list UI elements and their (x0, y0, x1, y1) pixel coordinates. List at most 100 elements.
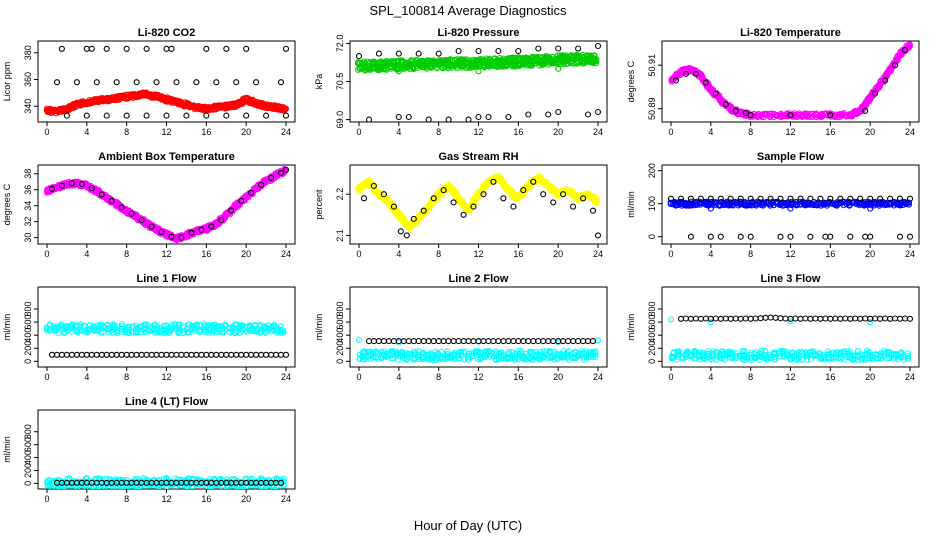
panel-title: Line 3 Flow (761, 273, 821, 285)
data-point (506, 353, 513, 360)
series-3 (355, 42, 602, 60)
data-point (258, 181, 265, 188)
data-point (729, 351, 736, 358)
data-point (511, 350, 519, 358)
data-point (445, 338, 452, 345)
series-4 (365, 108, 602, 122)
data-point (797, 195, 804, 202)
data-point (515, 47, 522, 55)
data-point (77, 327, 84, 334)
x-tick-label: 12 (785, 127, 795, 137)
data-point (450, 338, 457, 345)
data-point (749, 202, 756, 209)
data-point (554, 351, 561, 358)
data-point (173, 351, 180, 358)
data-point (593, 58, 600, 65)
panel-title: Sample Flow (757, 151, 825, 163)
data-point (397, 228, 404, 235)
data-point (594, 337, 602, 344)
data-point (675, 349, 682, 357)
data-point (198, 226, 205, 233)
data-point (113, 351, 120, 358)
x-tick-label: 20 (865, 249, 875, 259)
x-tick-label: 20 (865, 372, 875, 382)
data-point (783, 348, 791, 355)
data-point (143, 112, 150, 119)
data-point (148, 328, 155, 335)
x-tick-label: 8 (124, 127, 129, 137)
series-2 (360, 178, 602, 239)
data-point (667, 195, 675, 202)
plot-area (43, 321, 290, 358)
data-point (180, 324, 187, 331)
data-point (277, 169, 285, 177)
data-point (543, 348, 550, 355)
data-point (560, 338, 567, 345)
x-tick-label: 0 (668, 372, 673, 382)
data-point (138, 217, 145, 224)
data-point (193, 351, 200, 358)
data-point (360, 195, 368, 202)
data-point (594, 42, 602, 50)
data-point (530, 178, 537, 185)
data-point (375, 350, 382, 357)
data-point (176, 321, 183, 328)
data-point (97, 329, 104, 336)
y-axis-label: degrees C (626, 60, 636, 102)
data-point (537, 348, 544, 355)
x-tick-label: 24 (905, 127, 915, 137)
data-point (93, 351, 100, 358)
data-point (787, 195, 794, 202)
series-2 (83, 327, 250, 335)
data-point (570, 338, 577, 345)
data-point (389, 355, 396, 362)
data-point (123, 351, 130, 358)
data-point (394, 352, 402, 359)
x-tick-label: 20 (241, 372, 251, 382)
data-point (465, 353, 473, 360)
data-point (405, 338, 412, 345)
data-point (262, 326, 269, 333)
data-point (216, 323, 223, 330)
x-tick-label: 20 (865, 127, 875, 137)
data-point (475, 47, 482, 55)
data-point (270, 321, 278, 328)
y-tick-label: 200 (647, 341, 657, 356)
data-point (83, 112, 90, 119)
y-tick-label: 200 (647, 163, 657, 178)
y-tick-label: 800 (335, 302, 345, 317)
data-point (809, 110, 816, 118)
data-point (896, 233, 904, 240)
data-point (550, 338, 557, 345)
series-1 (668, 41, 913, 121)
data-point (53, 351, 61, 358)
x-tick-label: 8 (124, 372, 129, 382)
x-tick-label: 24 (593, 249, 603, 259)
data-point (555, 65, 562, 72)
x-tick-label: 0 (668, 127, 673, 137)
data-point (148, 223, 155, 230)
data-point (148, 351, 155, 358)
plot-area (668, 41, 913, 121)
x-tick-label: 24 (593, 127, 603, 137)
data-point (238, 351, 245, 358)
x-tick-label: 12 (785, 372, 795, 382)
data-point (282, 351, 290, 358)
series-1 (43, 89, 289, 117)
data-point (118, 351, 125, 358)
data-point (438, 348, 445, 355)
data-point (168, 233, 175, 240)
x-tick-label: 24 (905, 249, 915, 259)
data-point (486, 353, 493, 360)
data-point (789, 352, 796, 359)
data-point (862, 233, 869, 240)
data-point (163, 327, 170, 334)
data-point (415, 50, 422, 57)
y-tick-label: 340 (23, 99, 33, 114)
data-point (475, 113, 482, 121)
series-3 (48, 351, 290, 358)
data-point (98, 191, 105, 198)
